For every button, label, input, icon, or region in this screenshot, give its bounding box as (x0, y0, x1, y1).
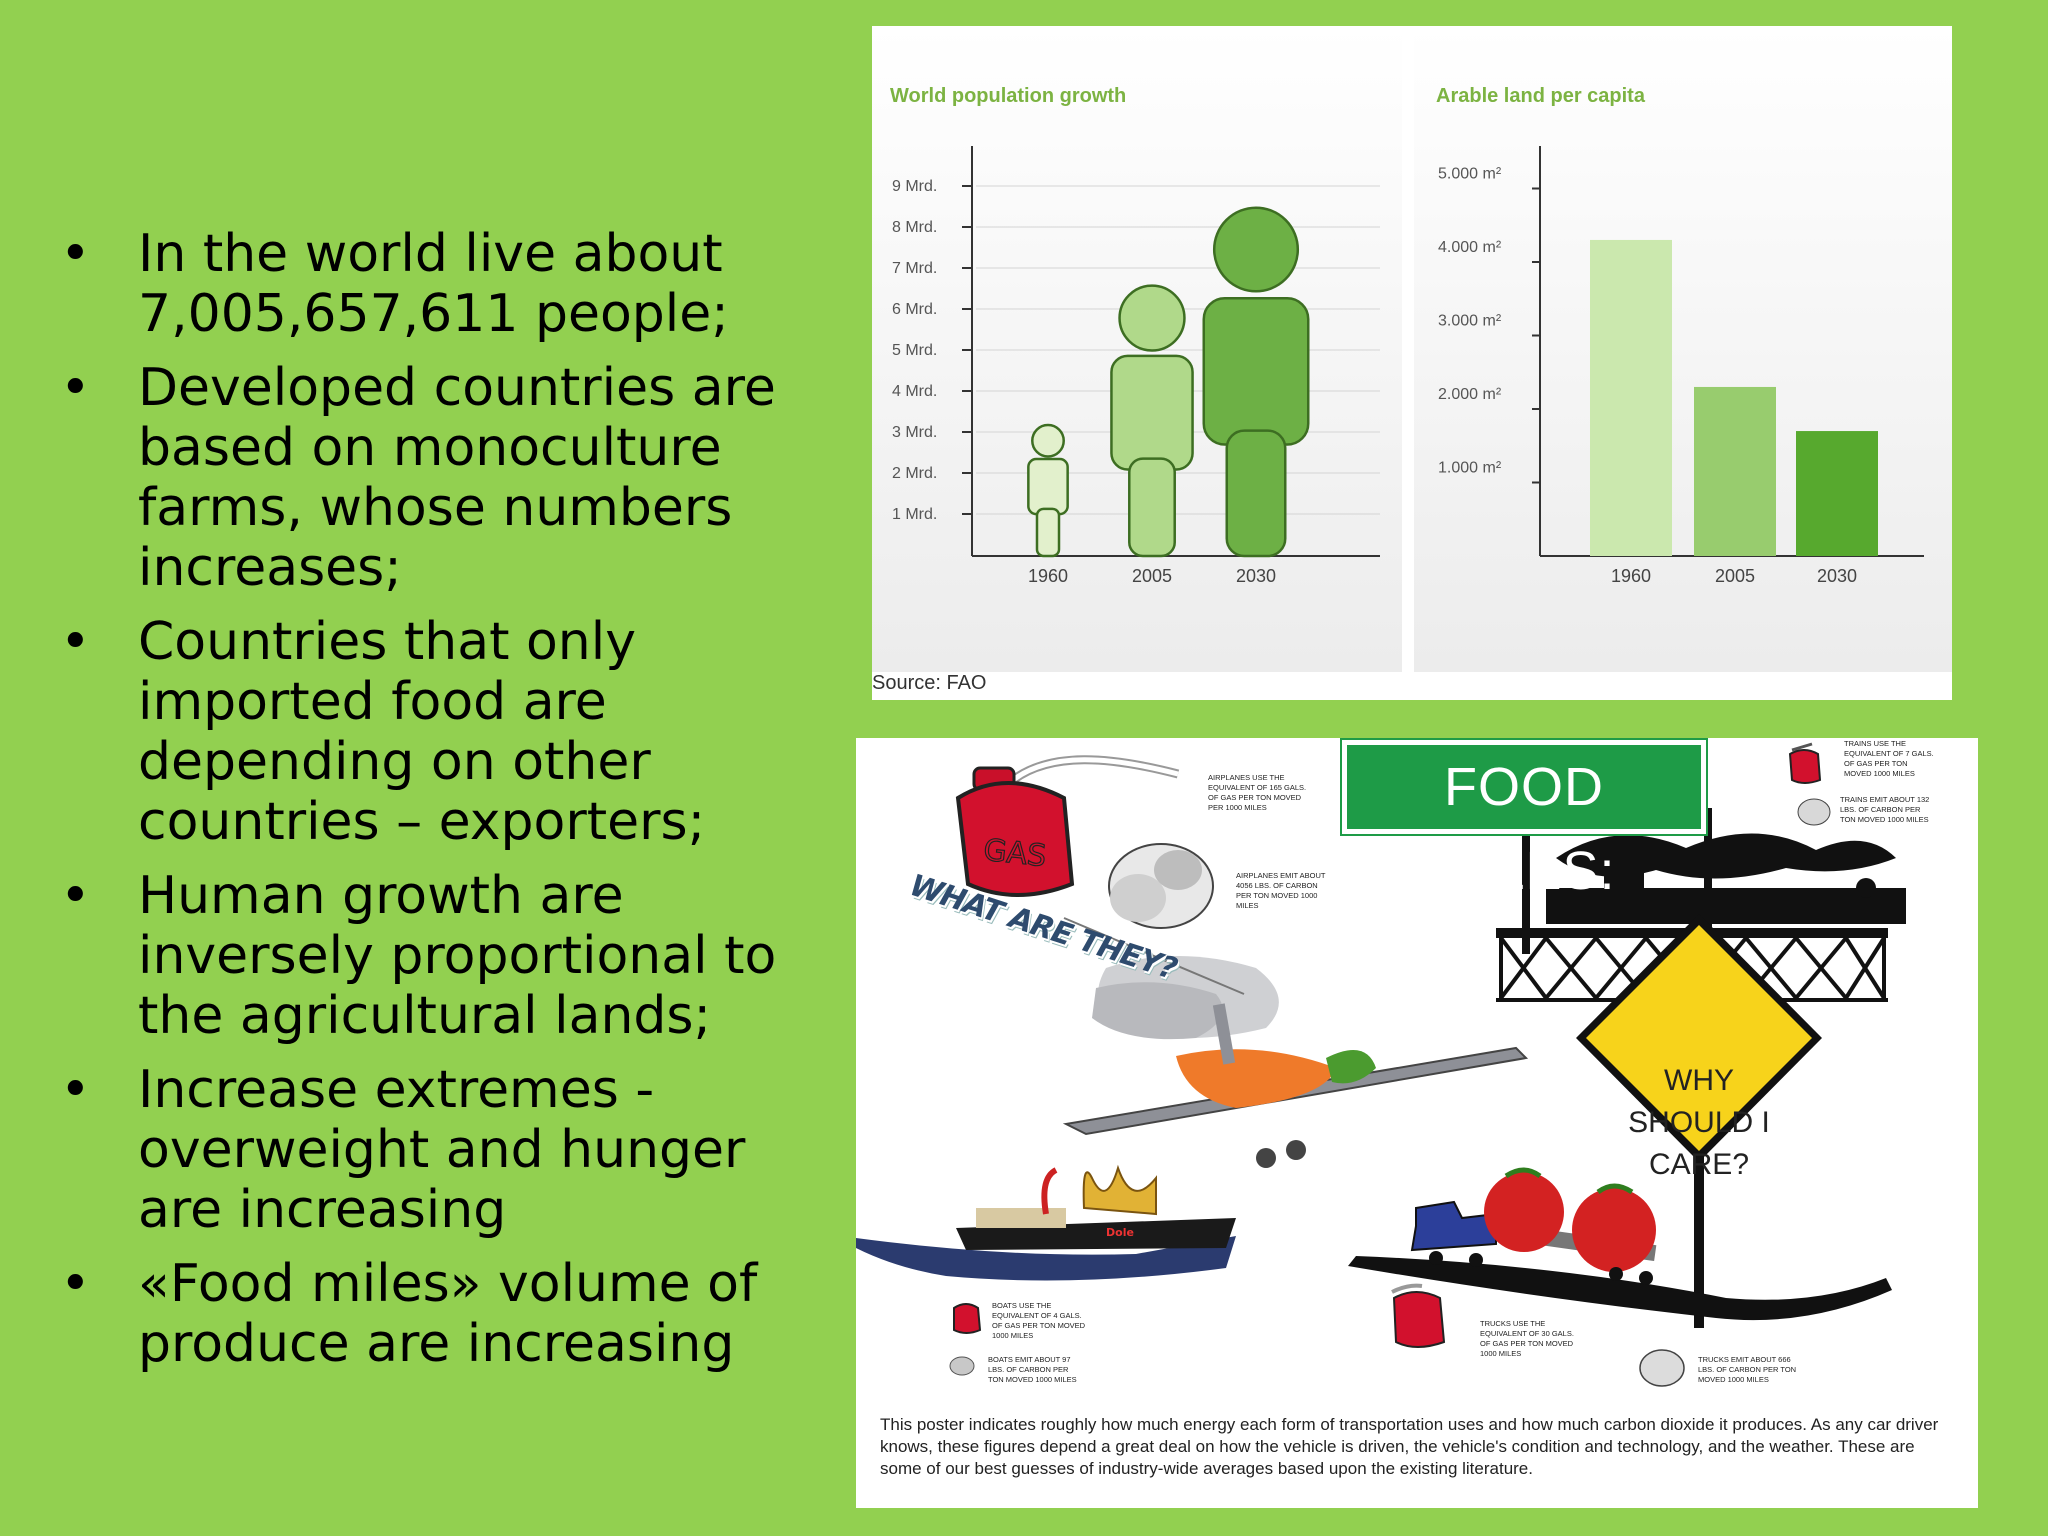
train-carbon-text: TRAINS EMIT ABOUT 132 LBS. OF CARBON PER… (1840, 795, 1931, 824)
airplane-carbon-text: AIRPLANES EMIT ABOUT 4056 LBS. OF CARBON… (1236, 871, 1327, 910)
population-tick-label: 7 Mrd. (892, 260, 937, 277)
population-tick-label: 5 Mrd. (892, 342, 937, 359)
gas-can-label: GAS (982, 833, 1048, 874)
poster-caption: This poster indicates roughly how much e… (880, 1415, 1939, 1478)
boat-gas-can-icon (953, 1303, 982, 1334)
arable-bar-2005 (1694, 386, 1776, 556)
arable-bar-2030 (1796, 431, 1878, 556)
sign-post (1522, 834, 1530, 954)
why-should-i-care-sign (1576, 914, 1822, 1328)
charts-svg: World population growth 1 Mrd. 2 Mrd. 3 Mr… (890, 85, 1924, 586)
arable-tick-label: 5.000 m² (1438, 166, 1502, 183)
population-figure-2030 (1202, 206, 1310, 558)
why-line-2: SHOULD I (1628, 1106, 1770, 1139)
dole-label: Dole (1106, 1226, 1134, 1239)
population-x-label: 1960 (1028, 566, 1068, 586)
boat-cloud-icon (949, 1356, 975, 1376)
gas-can-icon: GAS (955, 755, 1180, 897)
bullet-item: «Food miles» volume of produce are incre… (56, 1254, 816, 1374)
train-gas-can-icon (1788, 742, 1822, 784)
train-on-bridge-icon (1496, 833, 1906, 1002)
bullet-list: In the world live about 7,005,657,611 pe… (56, 224, 816, 1388)
arable-chart-bg (1414, 26, 1952, 672)
population-figure-2005 (1110, 284, 1194, 558)
bullet-item: Increase extremes - overweight and hunge… (56, 1060, 816, 1240)
boat-gas-text: BOATS USE THE EQUIVALENT OF 4 GALS. OF G… (992, 1301, 1087, 1340)
truck-cloud-icon (1639, 1349, 1685, 1387)
population-tick-label: 2 Mrd. (892, 465, 937, 482)
truck-tomatoes-icon (1348, 1167, 1892, 1321)
boat-carbon-text: BOATS EMIT ABOUT 97 LBS. OF CARBON PER T… (988, 1355, 1077, 1384)
population-figure-1960 (1027, 423, 1069, 558)
bullet-item: Human growth are inversely proportional … (56, 866, 816, 1046)
carbon-cloud-icon (1108, 843, 1214, 929)
arable-tick-label: 4.000 m² (1438, 239, 1502, 256)
chart-source: Source: FAO (872, 672, 987, 694)
population-tick-label: 6 Mrd. (892, 301, 937, 318)
food-miles-sign: FOOD MILES: (1340, 738, 1708, 901)
bullet-item: Countries that only imported food are de… (56, 612, 816, 852)
arable-x-label: 2005 (1715, 566, 1755, 586)
truck-gas-text: TRUCKS USE THE EQUIVALENT OF 30 GALS. OF… (1480, 1319, 1576, 1358)
arable-x-label: 1960 (1611, 566, 1651, 586)
train-gas-text: TRAINS USE THE EQUIVALENT OF 7 GALS. OF … (1844, 739, 1936, 778)
population-chart-title: World population growth (890, 85, 1126, 107)
boat-icon: Dole (856, 1164, 1236, 1281)
population-x-label: 2030 (1236, 566, 1276, 586)
population-tick-label: 4 Mrd. (892, 383, 937, 400)
population-chart-bg (872, 26, 1402, 672)
train-cloud-icon (1797, 798, 1831, 826)
fao-charts-panel: World population growth 1 Mrd. 2 Mrd. 3 Mr… (872, 26, 1952, 700)
population-x-label: 2005 (1132, 566, 1172, 586)
arable-bar-1960 (1590, 239, 1672, 556)
arable-chart-title: Arable land per capita (1436, 85, 1646, 107)
bullet-item: In the world live about 7,005,657,611 pe… (56, 224, 816, 344)
arable-tick-label: 1.000 m² (1438, 460, 1502, 477)
why-line-3: CARE? (1648, 1148, 1750, 1181)
population-tick-label: 3 Mrd. (892, 424, 937, 441)
arable-x-label: 2030 (1817, 566, 1857, 586)
why-line-1: WHY (1664, 1064, 1734, 1097)
population-tick-label: 1 Mrd. (892, 506, 937, 523)
population-tick-label: 8 Mrd. (892, 219, 937, 236)
truck-gas-can-icon (1391, 1283, 1446, 1348)
poster-illustration: GAS AIRPLANES USE THE EQUIVALENT OF 165 … (856, 739, 1936, 1387)
bullet-item: Developed countries are based on monocul… (56, 358, 816, 598)
airplane-gas-text: AIRPLANES USE THE EQUIVALENT OF 165 GALS… (1208, 773, 1308, 812)
arable-tick-label: 2.000 m² (1438, 386, 1502, 403)
food-miles-poster: GAS AIRPLANES USE THE EQUIVALENT OF 165 … (856, 738, 1978, 1508)
truck-carbon-text: TRUCKS EMIT ABOUT 666 LBS. OF CARBON PER… (1698, 1355, 1798, 1384)
population-tick-label: 9 Mrd. (892, 178, 937, 195)
airplane-carrot-icon (1062, 917, 1529, 1168)
arable-tick-label: 3.000 m² (1438, 313, 1502, 330)
